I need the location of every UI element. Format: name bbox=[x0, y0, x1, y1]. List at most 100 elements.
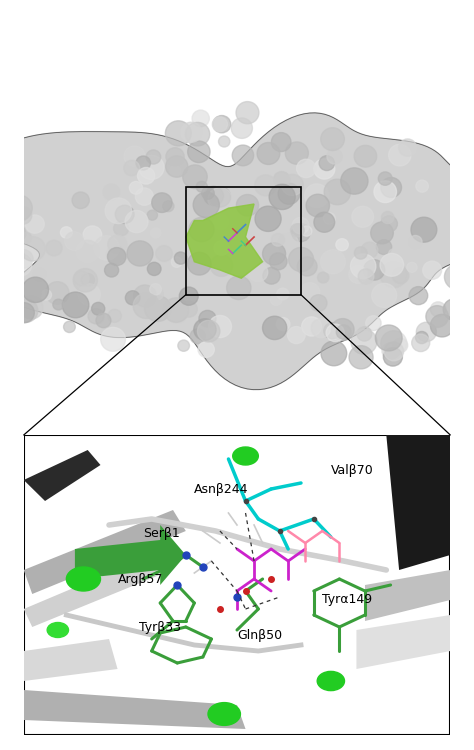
Circle shape bbox=[33, 268, 46, 280]
Circle shape bbox=[232, 145, 254, 166]
Circle shape bbox=[320, 250, 346, 274]
Circle shape bbox=[2, 202, 15, 215]
Circle shape bbox=[136, 156, 151, 170]
Circle shape bbox=[375, 325, 402, 351]
Circle shape bbox=[0, 286, 17, 312]
Circle shape bbox=[292, 217, 309, 234]
Circle shape bbox=[314, 212, 335, 232]
Circle shape bbox=[458, 316, 474, 337]
Circle shape bbox=[20, 236, 46, 261]
Circle shape bbox=[108, 235, 127, 254]
Circle shape bbox=[174, 252, 187, 264]
Circle shape bbox=[147, 210, 157, 220]
Circle shape bbox=[65, 232, 84, 251]
Circle shape bbox=[134, 285, 156, 307]
Circle shape bbox=[364, 260, 385, 280]
Circle shape bbox=[20, 232, 32, 243]
Circle shape bbox=[372, 284, 397, 308]
Circle shape bbox=[324, 322, 340, 339]
Circle shape bbox=[129, 182, 143, 194]
Circle shape bbox=[114, 221, 128, 236]
Circle shape bbox=[73, 271, 89, 286]
Circle shape bbox=[231, 118, 253, 139]
Circle shape bbox=[327, 149, 342, 164]
Circle shape bbox=[277, 288, 289, 300]
Circle shape bbox=[103, 184, 120, 200]
Circle shape bbox=[248, 262, 268, 282]
Circle shape bbox=[213, 214, 229, 230]
Polygon shape bbox=[24, 690, 246, 729]
Circle shape bbox=[321, 341, 346, 366]
Circle shape bbox=[273, 172, 290, 188]
Circle shape bbox=[188, 141, 210, 163]
Circle shape bbox=[317, 671, 345, 691]
Circle shape bbox=[30, 289, 41, 299]
Circle shape bbox=[278, 183, 300, 204]
Circle shape bbox=[0, 285, 20, 304]
Circle shape bbox=[272, 233, 284, 246]
Circle shape bbox=[183, 165, 207, 188]
Circle shape bbox=[194, 319, 216, 340]
Circle shape bbox=[190, 328, 205, 344]
Circle shape bbox=[354, 146, 377, 167]
Circle shape bbox=[278, 234, 299, 254]
Circle shape bbox=[381, 216, 397, 232]
Circle shape bbox=[212, 117, 228, 131]
Circle shape bbox=[470, 294, 474, 314]
Circle shape bbox=[198, 342, 214, 357]
Circle shape bbox=[146, 150, 161, 164]
Polygon shape bbox=[24, 450, 100, 501]
Text: Argβ57: Argβ57 bbox=[118, 572, 163, 586]
Circle shape bbox=[272, 133, 291, 152]
Circle shape bbox=[351, 329, 377, 354]
Circle shape bbox=[389, 144, 411, 166]
Circle shape bbox=[1, 216, 13, 227]
Circle shape bbox=[124, 146, 145, 166]
Circle shape bbox=[381, 331, 407, 356]
Circle shape bbox=[301, 316, 321, 336]
Circle shape bbox=[9, 254, 32, 276]
Circle shape bbox=[393, 338, 408, 352]
Circle shape bbox=[72, 192, 89, 208]
Circle shape bbox=[88, 308, 104, 324]
Text: Serβ1: Serβ1 bbox=[143, 527, 180, 541]
Circle shape bbox=[199, 310, 216, 327]
Circle shape bbox=[416, 332, 428, 344]
Circle shape bbox=[416, 322, 437, 341]
Circle shape bbox=[193, 192, 219, 217]
Circle shape bbox=[7, 224, 26, 242]
Circle shape bbox=[382, 211, 394, 223]
Circle shape bbox=[306, 194, 329, 217]
Circle shape bbox=[125, 291, 140, 305]
Circle shape bbox=[5, 195, 32, 221]
Circle shape bbox=[81, 274, 94, 286]
Circle shape bbox=[91, 302, 105, 315]
Circle shape bbox=[20, 296, 43, 319]
Circle shape bbox=[350, 254, 376, 278]
Circle shape bbox=[13, 303, 34, 322]
Circle shape bbox=[233, 447, 258, 465]
Circle shape bbox=[355, 247, 367, 259]
Circle shape bbox=[5, 283, 18, 296]
Circle shape bbox=[323, 212, 336, 224]
Circle shape bbox=[208, 188, 232, 211]
Polygon shape bbox=[386, 435, 450, 570]
Circle shape bbox=[14, 250, 33, 268]
Polygon shape bbox=[186, 204, 263, 278]
Circle shape bbox=[0, 284, 13, 309]
Circle shape bbox=[83, 226, 102, 244]
Circle shape bbox=[263, 268, 280, 284]
Polygon shape bbox=[24, 510, 186, 594]
Circle shape bbox=[185, 122, 210, 146]
Polygon shape bbox=[24, 639, 118, 681]
Circle shape bbox=[61, 226, 72, 238]
Circle shape bbox=[300, 283, 320, 302]
Circle shape bbox=[62, 292, 89, 318]
Text: Asnβ244: Asnβ244 bbox=[194, 482, 249, 496]
Circle shape bbox=[189, 217, 214, 242]
Text: Valβ70: Valβ70 bbox=[331, 464, 374, 478]
Circle shape bbox=[166, 148, 184, 166]
Circle shape bbox=[53, 299, 64, 310]
Circle shape bbox=[179, 287, 198, 305]
Circle shape bbox=[257, 142, 280, 164]
